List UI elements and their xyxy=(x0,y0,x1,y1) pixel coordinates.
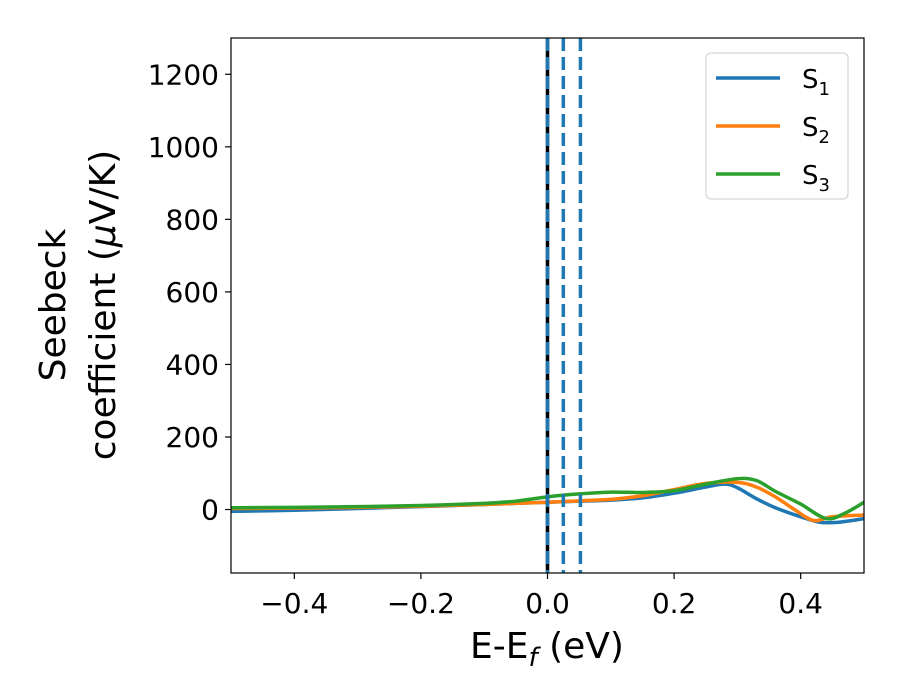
legend-items: S1 S2 S3 xyxy=(716,65,830,196)
x-tick-label: −0.4 xyxy=(260,587,328,620)
series-layer xyxy=(231,476,864,525)
vline-layer xyxy=(545,38,583,573)
legend-label-s3: S3 xyxy=(802,161,830,196)
y-tick-label: 1000 xyxy=(148,131,219,164)
x-tick-label: 0.0 xyxy=(525,587,570,620)
y-axis-label-post: V/K) xyxy=(83,150,124,224)
series-line-s3 xyxy=(231,476,864,521)
y-axis-label: Seebeck coefficient (μV/K) xyxy=(33,150,124,460)
y-tick-label: 600 xyxy=(166,276,219,309)
y-axis-ticks: 0 200 400 600 800 1000 1200 xyxy=(148,58,231,527)
x-axis-label: E-Ef (eV) xyxy=(470,626,624,673)
y-axis-label-line2: coefficient (μV/K) xyxy=(83,150,124,460)
x-axis-label-suffix: (eV) xyxy=(538,626,624,667)
y-tick-label: 800 xyxy=(166,203,219,236)
legend: S1 S2 S3 xyxy=(705,52,849,200)
y-tick-label: 1200 xyxy=(148,58,219,91)
y-tick-label: 200 xyxy=(166,421,219,454)
x-tick-label: −0.2 xyxy=(387,587,455,620)
x-tick-label: 0.2 xyxy=(652,587,697,620)
legend-label-s1: S1 xyxy=(802,65,830,100)
y-tick-label: 0 xyxy=(201,494,219,527)
x-axis-ticks: −0.4 −0.2 0.0 0.2 0.4 xyxy=(260,573,823,620)
y-axis-label-mu: μ xyxy=(83,224,124,248)
y-tick-label: 400 xyxy=(166,348,219,381)
x-tick-label: 0.4 xyxy=(778,587,823,620)
y-axis-label-pre: coefficient ( xyxy=(83,247,124,460)
legend-label-s2: S2 xyxy=(802,113,830,148)
x-axis-label-main: E-E xyxy=(470,626,528,667)
y-axis-label-line1: Seebeck xyxy=(33,228,74,381)
